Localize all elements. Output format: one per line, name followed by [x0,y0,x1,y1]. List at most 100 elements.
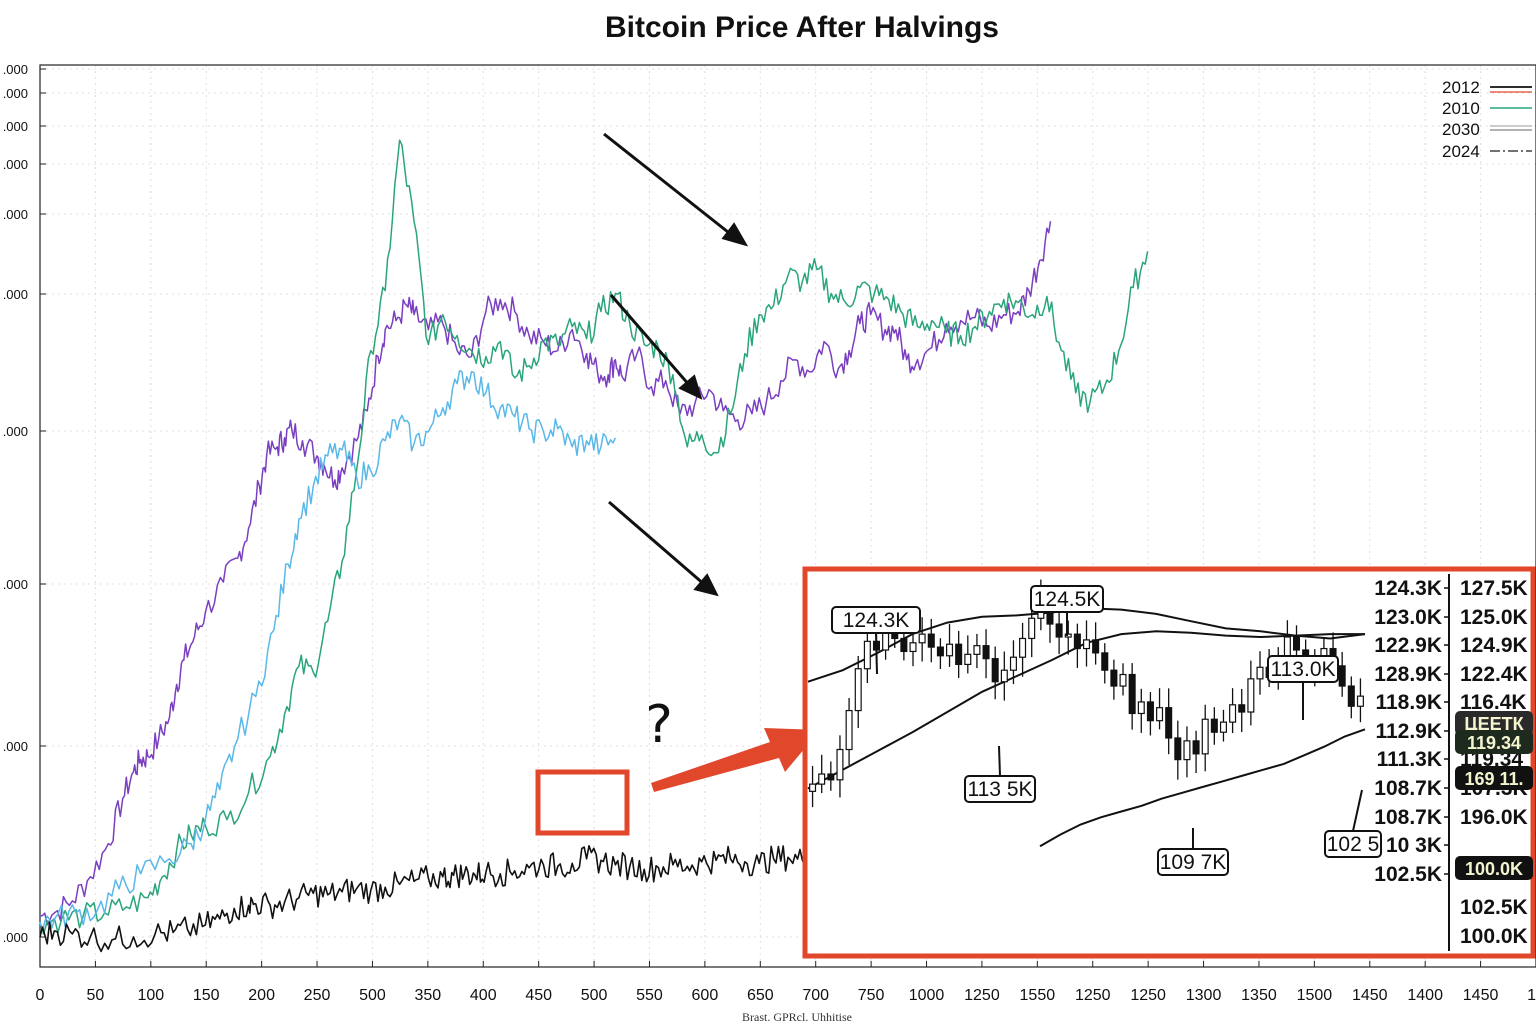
inset-candle-body [964,653,972,666]
inset-candle-body [882,630,890,651]
trend-arrow-3-head [693,573,719,597]
inset-candle-body [1347,685,1355,707]
x-tick-label: 1550 [1020,987,1056,1004]
inset-candle-body [827,773,835,781]
inset-candle-body [1356,695,1364,707]
legend-label-2012: 2012 [1442,78,1480,97]
y-tick-label: .000 [3,424,28,439]
legend-label-2010: 2010 [1442,99,1480,118]
inset-left-label: 118.9K [1375,691,1442,714]
inset-candle-body [1146,701,1154,722]
y-tick-label: .000 [3,86,28,101]
inset-candles [809,579,1364,808]
inset-left-label: 111.3K [1377,748,1442,771]
y-tick-label: .000 [3,119,28,134]
y-tick-label: .000 [3,207,28,222]
x-tick-label: 650 [747,987,774,1004]
inset-price-badge-label: 100.0K [1465,859,1523,879]
series-line-lightblue [39,369,617,932]
y-tick-label: .000 [3,577,28,592]
inset-right-label: 122.4K [1460,663,1528,686]
inset-callout-label: 124.3K [843,609,910,632]
inset-left-label: 123.0K [1374,606,1442,629]
inset-left-label: 108.7K [1374,777,1442,800]
question-mark: ? [645,695,673,755]
x-tick-label: 0 [36,987,45,1004]
x-tick-label: 1500 [1297,987,1333,1004]
y-tick-label: .000 [3,739,28,754]
inset-callout-label: 113.0K [1271,658,1336,681]
x-tick-label: 1250 [1130,987,1166,1004]
y-axis: .000 .000 .000 .000 .000 .000 .000 .000 .000 .000 [3,62,46,945]
inset-price-badge [1455,856,1533,880]
inset-right-axis: 127.5K125.0K124.9K122.4K116.4K119.34107.… [1455,577,1533,948]
inset-candle-body [1101,652,1109,671]
inset-price-badge [1455,711,1533,735]
inset-candle-body [1009,656,1017,671]
inset-candle-body [1247,678,1255,713]
x-axis: 0 50 100 150 200 250 500 350 400 450 500 550 600 650 7… [36,961,1536,1004]
inset-candle-body [982,645,990,660]
inset-candle-body [991,658,999,683]
inset-candle-body [1128,673,1136,715]
inset-left-label: 128.9K [1374,663,1442,686]
x-tick-label: 14 [1527,987,1536,1004]
x-tick-label: 1250 [1075,987,1111,1004]
y-tick-label: .000 [3,157,28,172]
inset-left-axis: 124.3K 123.0K 122.9K 128.9K 118.9K 112.9K 111.… [1374,577,1449,886]
trend-arrow-1-head [721,222,749,247]
inset-candle-body [900,637,908,653]
inset-candle-body [809,783,817,792]
plot-frame [39,64,1536,968]
inset-right-label: 127.5K [1460,577,1528,600]
inset-ma-long [1039,728,1366,848]
inset-candle-body [1064,633,1072,638]
x-tick-label: 550 [636,987,663,1004]
trend-arrow-3 [608,500,706,587]
inset-callout-label: 124.5K [1034,588,1101,611]
inset-callout-box [1157,848,1229,876]
inset-candle-body [927,633,935,648]
inset-candle-body [1073,633,1081,650]
series-line-purple [39,221,1052,926]
y-tick-label: .000 [3,62,28,77]
x-tick-label: 1300 [1186,987,1222,1004]
inset-candle-body [836,748,844,781]
inset-callout-box [1267,655,1339,683]
inset-candle-body [1292,636,1301,651]
trend-arrow-1 [603,132,734,238]
inset-callout-box [831,606,921,634]
inset-price-badge-label: ЦЕЕТК [1464,714,1524,734]
inset-price-badge-label: 169 11. [1464,769,1523,789]
inset-right-label: 100.0K [1460,925,1528,948]
inset-left-label: 108.7K [1374,806,1442,829]
x-tick-label: 1450 [1352,987,1388,1004]
trend-arrow-2 [609,294,692,387]
inset-callouts: 124.3K 124.5K 113.0K 113 5K 109 7K 102 5 [831,585,1382,876]
inset-candle-body [1000,669,1008,683]
trend-arrow-2-head [678,374,703,400]
inset-candle-body [1256,666,1264,680]
inset-candle-body [946,643,954,657]
legend-label-2030: 2030 [1442,120,1480,139]
zoom-highlight-box [535,769,630,836]
x-tick-label: 250 [304,987,331,1004]
inset-candle-body [1137,701,1145,715]
inset-callout-label: 102 5 [1327,833,1380,856]
legend: 2012 2010 2030 2024 [1442,78,1532,161]
inset-price-badge-label: 119.34 [1467,733,1521,753]
series-line-green [39,139,1149,935]
inset-left-label: 122.9K [1374,634,1442,657]
inset-candle-body [1229,704,1237,723]
x-tick-label: 700 [802,987,829,1004]
inset-candle-body [1092,639,1100,654]
inset-left-label: 10 3K [1386,834,1442,857]
x-tick-label: 750 [858,987,885,1004]
inset-candle-body [1055,623,1063,638]
x-tick-label: 1450 [1463,987,1499,1004]
x-tick-label: 200 [248,987,275,1004]
inset-candle-body [909,642,917,653]
x-tick-label: 1350 [1241,987,1277,1004]
inset-candle-body [1110,669,1118,687]
